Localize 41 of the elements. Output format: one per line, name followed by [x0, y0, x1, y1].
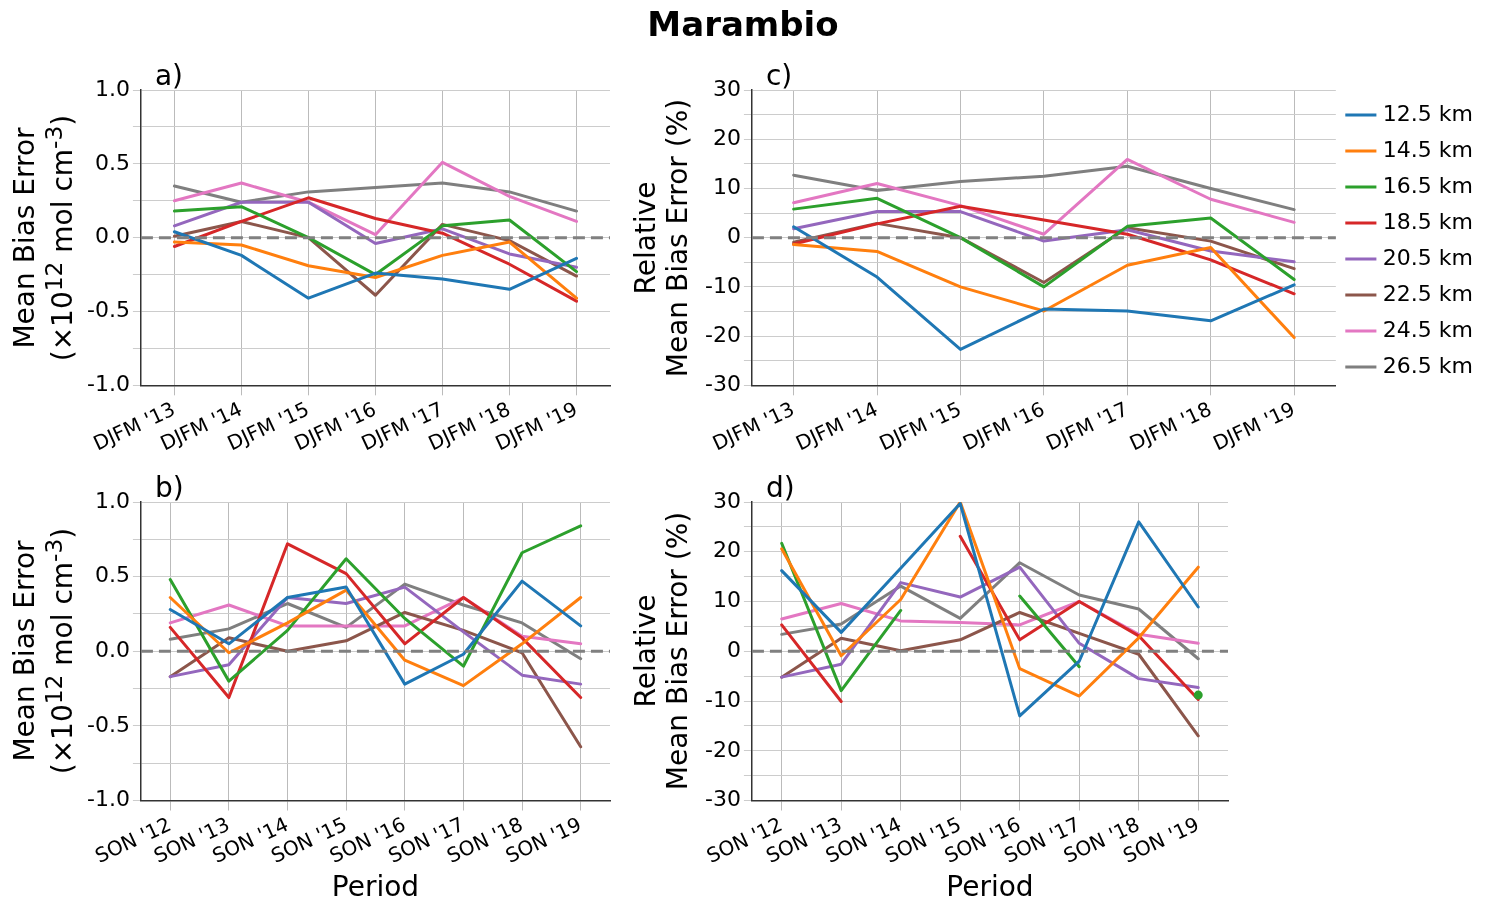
y-tick-label: 10	[712, 174, 741, 200]
y-tick-label: -30	[705, 371, 741, 397]
y-tick-label: -20	[705, 736, 741, 762]
y-tick-label: 0	[726, 223, 741, 249]
y-tick-label: 0.5	[94, 562, 130, 588]
annotation: c)	[765, 59, 793, 93]
legend-label: 18.5 km	[1382, 208, 1474, 234]
y-tick-label: 20	[712, 537, 741, 563]
y-tick-label: 20	[712, 124, 741, 150]
x-axis-title: Period	[946, 870, 1034, 904]
annotation: b)	[154, 471, 184, 505]
annotation: a)	[154, 59, 184, 93]
y-tick-label: 1.0	[94, 487, 130, 513]
y-tick-label: 30	[712, 487, 741, 513]
legend-label: 24.5 km	[1382, 316, 1474, 342]
y-tick-label: -0.5	[86, 297, 130, 323]
y-tick-label: 10	[712, 587, 741, 613]
y-tick-label: 0.0	[94, 223, 130, 249]
y-tick-label: -10	[705, 272, 741, 298]
y-tick-label: -30	[705, 786, 741, 812]
legend-label: 26.5 km	[1382, 352, 1474, 378]
legend-label: 20.5 km	[1382, 244, 1474, 270]
annotation: d)	[765, 471, 795, 505]
y-tick-label: -20	[705, 321, 741, 347]
x-axis-title: Period	[331, 870, 420, 904]
y-axis-title: Relative Mean Bias Error (%)	[628, 512, 695, 791]
y-tick-label: 1.0	[94, 75, 130, 101]
y-tick-label: -1.0	[86, 786, 130, 812]
chart-title: Marambio	[647, 4, 839, 44]
y-tick-label: 0.5	[94, 149, 130, 175]
legend-label: 22.5 km	[1382, 280, 1474, 306]
legend-label: 16.5 km	[1382, 172, 1474, 198]
y-tick-label: 30	[712, 75, 741, 101]
legend-label: 14.5 km	[1382, 136, 1474, 162]
y-tick-label: 0	[726, 636, 741, 662]
y-tick-label: -10	[705, 686, 741, 712]
y-tick-label: -0.5	[86, 711, 130, 737]
y-tick-label: 0.0	[94, 636, 130, 662]
legend-label: 12.5 km	[1382, 100, 1474, 126]
y-tick-label: -1.0	[86, 371, 130, 397]
y-axis-title: Relative Mean Bias Error (%)	[628, 98, 695, 377]
